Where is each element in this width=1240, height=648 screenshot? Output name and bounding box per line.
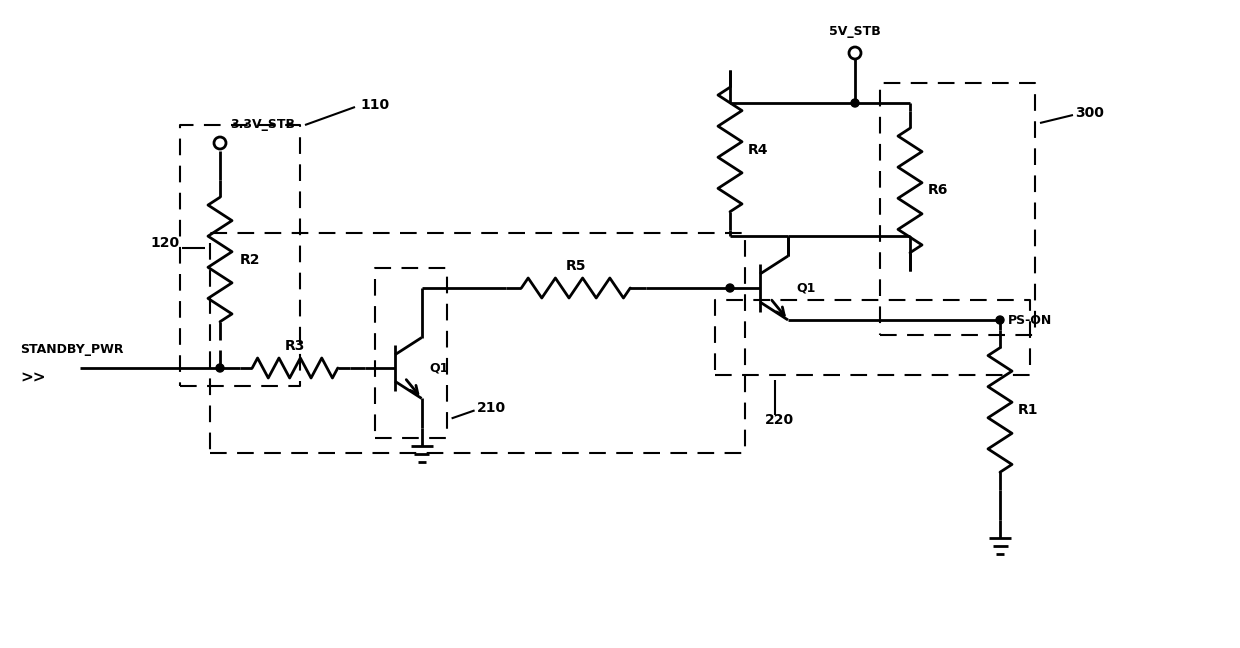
Text: R3: R3 bbox=[285, 339, 305, 353]
Text: R6: R6 bbox=[928, 183, 949, 198]
Text: R2: R2 bbox=[241, 253, 260, 266]
Circle shape bbox=[851, 99, 859, 107]
Circle shape bbox=[725, 284, 734, 292]
Text: 120: 120 bbox=[151, 236, 180, 250]
Text: PS-ON: PS-ON bbox=[1008, 314, 1053, 327]
Text: Q1: Q1 bbox=[796, 281, 816, 294]
Text: 300: 300 bbox=[1075, 106, 1104, 120]
Text: 3.3V_STB: 3.3V_STB bbox=[229, 118, 295, 131]
Text: 5V_STB: 5V_STB bbox=[830, 25, 880, 38]
Text: Q1: Q1 bbox=[429, 362, 449, 375]
Circle shape bbox=[996, 316, 1004, 324]
Text: 210: 210 bbox=[476, 401, 506, 415]
Text: 110: 110 bbox=[360, 98, 389, 112]
Text: R1: R1 bbox=[1018, 403, 1039, 417]
Text: R4: R4 bbox=[748, 143, 769, 157]
Circle shape bbox=[216, 364, 224, 372]
Text: 220: 220 bbox=[765, 413, 794, 427]
Text: >>: >> bbox=[20, 371, 46, 386]
Text: R5: R5 bbox=[565, 259, 587, 273]
Text: STANDBY_PWR: STANDBY_PWR bbox=[20, 343, 124, 356]
